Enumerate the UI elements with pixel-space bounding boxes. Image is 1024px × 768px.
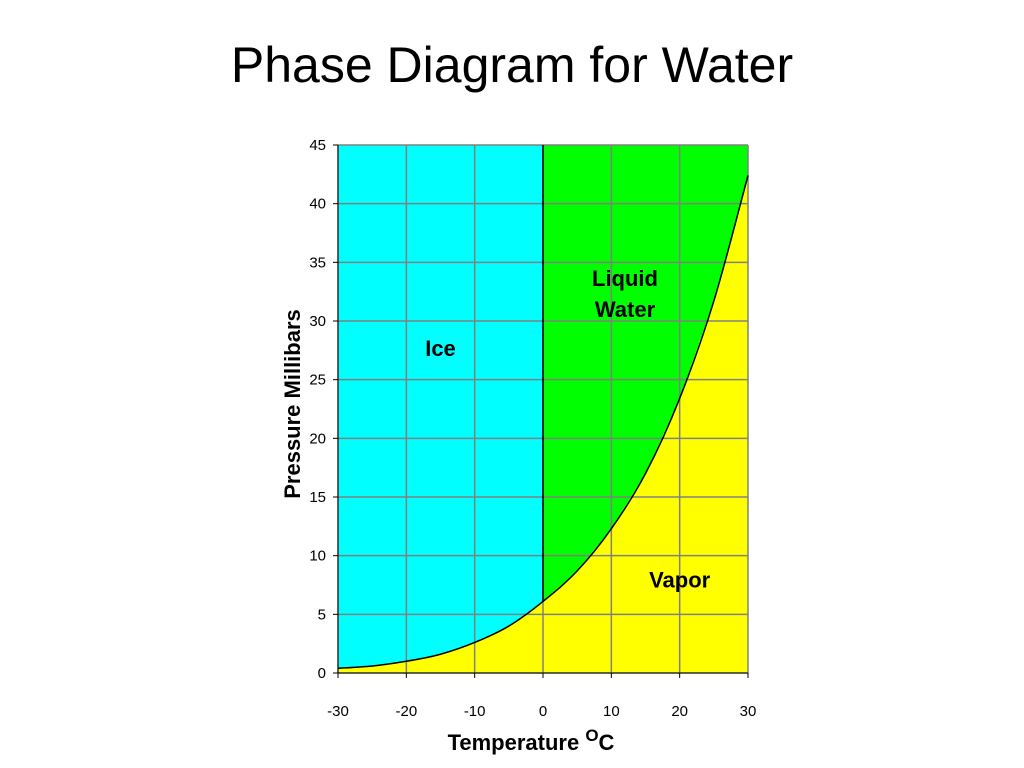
region-label-line: Vapor xyxy=(649,567,711,592)
region-label: Vapor xyxy=(649,567,711,592)
x-tick-label: 10 xyxy=(603,703,620,720)
region-label: Ice xyxy=(425,336,456,361)
region-label-line: Liquid xyxy=(592,266,658,291)
ticks-layer: -30 -20 -10 0 10 20 30 0 5 10 15 20 25 30 35 40 45 xyxy=(309,137,756,720)
y-tick-label: 10 xyxy=(309,548,326,565)
curve-layer xyxy=(337,145,749,670)
y-tick-label: 35 xyxy=(309,254,326,271)
x-tick-label: -30 xyxy=(327,703,349,720)
y-tick-label: 25 xyxy=(309,372,326,389)
x-tick-label: -20 xyxy=(395,703,417,720)
y-tick-label: 45 xyxy=(309,137,326,154)
y-axis-title: Pressure Millibars xyxy=(280,309,305,499)
slide-title: Phase Diagram for Water xyxy=(230,37,794,93)
x-tick-label: -10 xyxy=(464,703,486,720)
x-tick-label: 0 xyxy=(539,703,547,720)
region-label: Liquid Water xyxy=(592,266,658,322)
x-axis-title: Temperature OC xyxy=(448,726,615,755)
region-label-line: Ice xyxy=(425,336,456,361)
y-tick-label: 40 xyxy=(309,196,326,213)
x-axis-unit: C xyxy=(599,730,615,755)
region-label-line: Water xyxy=(595,297,656,322)
y-tick-label: 30 xyxy=(309,313,326,330)
x-axis-unit-superscript: O xyxy=(585,726,598,745)
liquid-region xyxy=(543,145,748,602)
labels-layer: Temperature OC Pressure Millibars Ice Liqui… xyxy=(280,266,711,755)
y-tick-label: 5 xyxy=(318,606,326,623)
x-tick-label: 20 xyxy=(671,703,688,720)
vapor-pressure-curve xyxy=(337,175,749,670)
y-tick-label: 20 xyxy=(309,430,326,447)
x-tick-label: 30 xyxy=(740,703,757,720)
y-tick-label: 15 xyxy=(309,489,326,506)
x-axis-title-text: Temperature xyxy=(448,730,586,755)
ice-region xyxy=(338,145,543,669)
y-tick-label: 0 xyxy=(318,665,326,682)
